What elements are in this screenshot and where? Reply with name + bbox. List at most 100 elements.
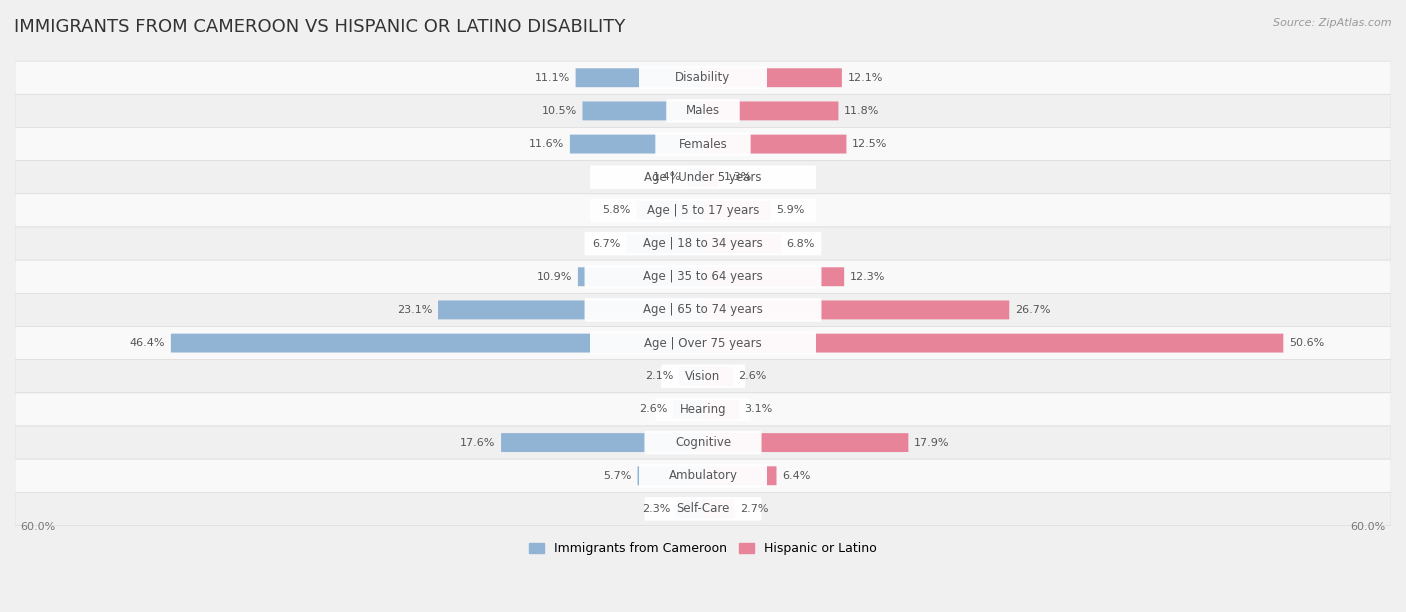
Text: Cognitive: Cognitive	[675, 436, 731, 449]
FancyBboxPatch shape	[626, 234, 703, 253]
FancyBboxPatch shape	[703, 201, 770, 220]
Text: 6.7%: 6.7%	[592, 239, 620, 248]
FancyBboxPatch shape	[575, 69, 703, 87]
Text: 2.3%: 2.3%	[643, 504, 671, 514]
Text: Ambulatory: Ambulatory	[668, 469, 738, 482]
FancyBboxPatch shape	[703, 334, 1284, 353]
Text: 60.0%: 60.0%	[21, 522, 56, 532]
Text: 46.4%: 46.4%	[129, 338, 166, 348]
Text: 12.3%: 12.3%	[849, 272, 886, 282]
Text: 2.6%: 2.6%	[640, 405, 668, 414]
Text: Age | 18 to 34 years: Age | 18 to 34 years	[643, 237, 763, 250]
Text: 6.4%: 6.4%	[782, 471, 810, 481]
Text: 5.8%: 5.8%	[602, 206, 631, 215]
FancyBboxPatch shape	[676, 499, 703, 518]
Text: Self-Care: Self-Care	[676, 502, 730, 515]
Text: 6.8%: 6.8%	[787, 239, 815, 248]
FancyBboxPatch shape	[703, 168, 718, 187]
Text: 26.7%: 26.7%	[1015, 305, 1050, 315]
FancyBboxPatch shape	[703, 102, 838, 121]
Text: Age | 35 to 64 years: Age | 35 to 64 years	[643, 271, 763, 283]
FancyBboxPatch shape	[673, 400, 703, 419]
Text: 50.6%: 50.6%	[1289, 338, 1324, 348]
FancyBboxPatch shape	[644, 497, 762, 521]
FancyBboxPatch shape	[585, 298, 821, 322]
Text: 17.6%: 17.6%	[460, 438, 495, 447]
Text: Age | 5 to 17 years: Age | 5 to 17 years	[647, 204, 759, 217]
Text: 60.0%: 60.0%	[1350, 522, 1385, 532]
FancyBboxPatch shape	[703, 433, 908, 452]
Text: 11.1%: 11.1%	[534, 73, 569, 83]
Text: Males: Males	[686, 105, 720, 118]
Text: 10.9%: 10.9%	[537, 272, 572, 282]
FancyBboxPatch shape	[703, 69, 842, 87]
FancyBboxPatch shape	[15, 94, 1391, 127]
FancyBboxPatch shape	[569, 135, 703, 154]
FancyBboxPatch shape	[703, 267, 844, 286]
Text: Age | 65 to 74 years: Age | 65 to 74 years	[643, 304, 763, 316]
Text: Hearing: Hearing	[679, 403, 727, 416]
FancyBboxPatch shape	[638, 66, 768, 89]
Text: 11.6%: 11.6%	[529, 139, 564, 149]
FancyBboxPatch shape	[638, 464, 768, 488]
Text: 10.5%: 10.5%	[541, 106, 576, 116]
FancyBboxPatch shape	[644, 431, 762, 454]
FancyBboxPatch shape	[439, 300, 703, 319]
FancyBboxPatch shape	[585, 232, 821, 255]
FancyBboxPatch shape	[15, 127, 1391, 161]
FancyBboxPatch shape	[679, 367, 703, 386]
FancyBboxPatch shape	[15, 327, 1391, 360]
Text: 1.4%: 1.4%	[652, 172, 682, 182]
FancyBboxPatch shape	[15, 227, 1391, 260]
FancyBboxPatch shape	[688, 168, 703, 187]
Text: 12.5%: 12.5%	[852, 139, 887, 149]
Text: 5.9%: 5.9%	[776, 206, 804, 215]
Text: 2.1%: 2.1%	[645, 371, 673, 381]
Text: 17.9%: 17.9%	[914, 438, 949, 447]
Text: Disability: Disability	[675, 71, 731, 84]
Text: 1.3%: 1.3%	[724, 172, 752, 182]
FancyBboxPatch shape	[15, 61, 1391, 94]
FancyBboxPatch shape	[591, 331, 815, 355]
FancyBboxPatch shape	[15, 492, 1391, 526]
FancyBboxPatch shape	[501, 433, 703, 452]
Text: IMMIGRANTS FROM CAMEROON VS HISPANIC OR LATINO DISABILITY: IMMIGRANTS FROM CAMEROON VS HISPANIC OR …	[14, 18, 626, 36]
FancyBboxPatch shape	[703, 367, 733, 386]
Text: 23.1%: 23.1%	[396, 305, 433, 315]
Text: 11.8%: 11.8%	[844, 106, 879, 116]
Text: 3.1%: 3.1%	[744, 405, 772, 414]
FancyBboxPatch shape	[582, 102, 703, 121]
FancyBboxPatch shape	[637, 466, 703, 485]
Text: Vision: Vision	[685, 370, 721, 382]
FancyBboxPatch shape	[703, 466, 776, 485]
FancyBboxPatch shape	[15, 260, 1391, 293]
FancyBboxPatch shape	[15, 194, 1391, 227]
Text: 2.7%: 2.7%	[740, 504, 768, 514]
FancyBboxPatch shape	[15, 459, 1391, 492]
FancyBboxPatch shape	[591, 199, 815, 222]
FancyBboxPatch shape	[15, 360, 1391, 393]
Text: Females: Females	[679, 138, 727, 151]
FancyBboxPatch shape	[15, 426, 1391, 459]
Text: Source: ZipAtlas.com: Source: ZipAtlas.com	[1274, 18, 1392, 28]
Legend: Immigrants from Cameroon, Hispanic or Latino: Immigrants from Cameroon, Hispanic or La…	[524, 537, 882, 560]
FancyBboxPatch shape	[578, 267, 703, 286]
FancyBboxPatch shape	[655, 132, 751, 156]
Text: 2.6%: 2.6%	[738, 371, 766, 381]
FancyBboxPatch shape	[703, 234, 782, 253]
FancyBboxPatch shape	[585, 265, 821, 288]
FancyBboxPatch shape	[172, 334, 703, 353]
Text: Age | Under 5 years: Age | Under 5 years	[644, 171, 762, 184]
FancyBboxPatch shape	[15, 393, 1391, 426]
FancyBboxPatch shape	[661, 365, 745, 388]
Text: 12.1%: 12.1%	[848, 73, 883, 83]
Text: 5.7%: 5.7%	[603, 471, 631, 481]
FancyBboxPatch shape	[655, 398, 751, 421]
FancyBboxPatch shape	[15, 293, 1391, 327]
Text: Age | Over 75 years: Age | Over 75 years	[644, 337, 762, 349]
FancyBboxPatch shape	[703, 400, 738, 419]
FancyBboxPatch shape	[15, 161, 1391, 194]
FancyBboxPatch shape	[703, 300, 1010, 319]
FancyBboxPatch shape	[703, 499, 734, 518]
FancyBboxPatch shape	[666, 99, 740, 122]
